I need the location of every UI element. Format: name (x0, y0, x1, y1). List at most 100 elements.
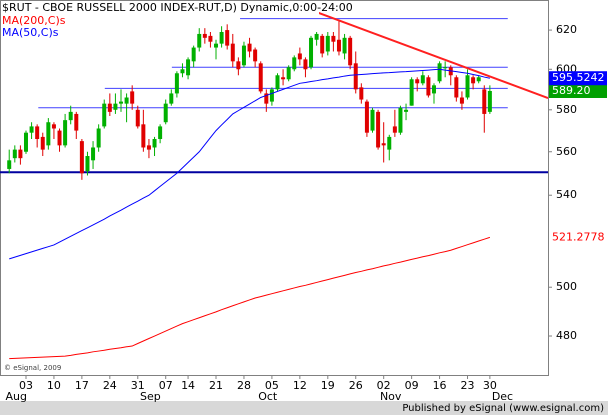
legend-entry: MA(50,C)s (2, 26, 59, 39)
candle-body (269, 89, 274, 102)
x-tick-label: 02 (377, 379, 391, 392)
candle-body (281, 77, 286, 80)
trendline (310, 9, 548, 100)
x-tick-label: 05 (265, 379, 279, 392)
candle-body (40, 136, 45, 150)
candle-body (74, 113, 79, 131)
candle-body (174, 73, 179, 94)
last-value-label: 521.2778 (552, 230, 605, 243)
candle-body (141, 124, 146, 148)
candle-body (426, 77, 431, 96)
plot (0, 9, 548, 360)
x-tick-label: 30 (483, 379, 497, 392)
candle-body (12, 149, 17, 159)
x-tick-label: 12 (293, 379, 307, 392)
candle-body (286, 67, 291, 80)
candle-body (23, 132, 28, 152)
last-value-label: 595.5242 (552, 71, 605, 84)
candle-body (191, 47, 196, 62)
candle-body (309, 37, 314, 68)
candle-body (241, 45, 246, 66)
legend-entry: MA(200,C)s (2, 14, 66, 27)
x-tick-label: 17 (75, 379, 89, 392)
candle-body (102, 103, 107, 127)
month-label: Aug (5, 390, 26, 403)
plot-frame (0, 0, 549, 376)
candle-body (253, 49, 258, 62)
candle-body (387, 136, 392, 150)
candle-body (7, 160, 12, 169)
credit: Published by eSignal (www.esignal.com) (402, 403, 604, 414)
legend-entry: $RUT - CBOE RUSSELL 2000 INDEX-RUT,D) Dy… (2, 1, 353, 14)
candle-body (348, 37, 353, 66)
y-tick-label: 480 (556, 329, 577, 342)
candle-body (420, 75, 425, 84)
candle-body (303, 59, 308, 70)
candle-body (443, 67, 448, 69)
x-tick-label: 23 (461, 379, 475, 392)
month-label: Dec (492, 390, 513, 403)
x-tick-label: 10 (47, 379, 61, 392)
candle-body (91, 147, 96, 161)
candle-body (152, 139, 157, 148)
candle-body (51, 124, 56, 129)
last-value-box (549, 71, 607, 86)
y-tick-label: 500 (556, 280, 577, 293)
candle-body (331, 35, 336, 42)
candle-body (96, 128, 101, 148)
candle-body (353, 63, 358, 90)
candle-body (18, 149, 23, 159)
candle-body (392, 126, 397, 133)
candle-body (35, 126, 40, 140)
last-value-box (549, 83, 607, 98)
candle-body (158, 126, 163, 140)
candle-body (459, 97, 464, 104)
legend-bg (1, 1, 319, 15)
x-tick-label: 24 (103, 379, 117, 392)
candle-body (85, 156, 90, 172)
candle-body (219, 32, 224, 44)
candle-body (130, 91, 135, 104)
x-tick-label: 26 (349, 379, 363, 392)
candle-body (364, 101, 369, 133)
candle-body (68, 111, 73, 121)
candle-body (398, 107, 403, 133)
x-tick-label: 09 (405, 379, 419, 392)
candle-body (342, 37, 347, 54)
x-tick-label: 16 (433, 379, 447, 392)
candle-body (135, 109, 140, 127)
y-tick-label: 620 (556, 23, 577, 36)
candle-body (79, 141, 84, 174)
candle-body (431, 85, 436, 94)
month-label: Sep (140, 390, 161, 403)
candle-body (180, 69, 185, 74)
candle-body (186, 59, 191, 76)
candle-body (465, 75, 470, 98)
candle-body (146, 145, 151, 150)
y-tick-label: 540 (556, 188, 577, 201)
candle-body (202, 33, 207, 38)
candle-body (264, 93, 269, 104)
candle-body (314, 33, 319, 40)
candle-body (236, 61, 241, 70)
candle-body (208, 35, 213, 42)
watermark: © eSignal, 2009 (4, 364, 61, 372)
candle-body (247, 43, 252, 52)
candle-body (381, 143, 386, 146)
candle-body (415, 79, 420, 84)
candle-body (197, 33, 202, 48)
candle-body (404, 109, 409, 112)
x-tick-label: 21 (209, 379, 223, 392)
candle-body (454, 77, 459, 98)
candle-body (29, 126, 34, 133)
candle-body (225, 30, 230, 46)
moving-average-line (9, 68, 490, 260)
candle-body (476, 77, 481, 82)
candle-body (370, 109, 375, 131)
candle-body (63, 120, 68, 146)
x-tick-label: 03 (19, 379, 33, 392)
month-label: Nov (380, 390, 402, 403)
x-tick-label: 14 (181, 379, 195, 392)
candle-body (169, 93, 174, 104)
